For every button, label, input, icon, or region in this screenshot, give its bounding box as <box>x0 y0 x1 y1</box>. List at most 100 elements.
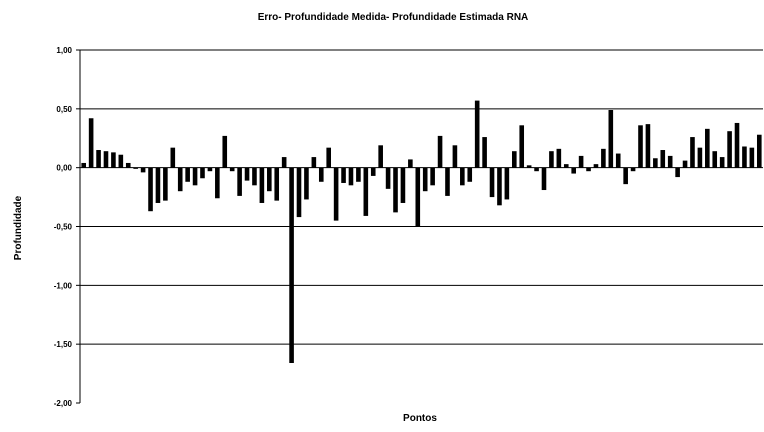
bar <box>311 157 317 168</box>
bar <box>756 134 762 168</box>
bar <box>415 167 421 227</box>
bar <box>430 167 435 186</box>
bar <box>727 131 732 168</box>
bar <box>393 167 398 213</box>
bar <box>370 167 376 176</box>
bar <box>400 167 406 203</box>
bar <box>259 167 265 203</box>
bar <box>534 167 539 172</box>
bar <box>563 164 569 168</box>
bar <box>660 150 666 168</box>
bar <box>125 162 131 168</box>
y-tick-label: 0,00 <box>56 164 72 173</box>
bar <box>222 135 228 168</box>
bar <box>185 167 190 182</box>
bar <box>215 167 220 199</box>
bar <box>615 153 621 168</box>
bar <box>274 167 280 201</box>
bar <box>749 147 755 168</box>
bar <box>252 167 257 186</box>
y-tick-label: -2,00 <box>54 399 73 408</box>
bar <box>88 118 94 168</box>
bar <box>348 167 354 186</box>
bar <box>482 137 487 168</box>
bar <box>341 167 346 183</box>
bar <box>623 167 628 185</box>
bar <box>244 167 250 181</box>
bar <box>608 110 614 168</box>
bar <box>81 162 87 168</box>
bar <box>690 137 695 168</box>
bar <box>742 146 747 168</box>
bars <box>81 100 762 363</box>
bar <box>304 167 309 200</box>
bar <box>408 159 413 168</box>
bar <box>578 155 584 168</box>
bar <box>489 167 495 198</box>
bar <box>638 125 643 168</box>
bar <box>645 124 651 168</box>
bar <box>296 167 302 218</box>
bar <box>111 152 116 168</box>
bar <box>474 100 480 168</box>
bar <box>682 160 688 168</box>
bar <box>526 165 532 168</box>
bar <box>705 128 710 168</box>
bar <box>267 167 272 192</box>
bar <box>719 157 725 168</box>
bar <box>653 158 658 168</box>
bar <box>586 167 591 172</box>
bar <box>556 148 562 168</box>
y-tick-label: 0,50 <box>56 105 72 114</box>
y-tick-label: -1,50 <box>54 340 73 349</box>
bar <box>697 147 703 168</box>
bar <box>445 167 450 196</box>
chart-title: Erro- Profundidade Medida- Profundidade … <box>258 12 529 23</box>
bar <box>103 151 109 168</box>
bar <box>326 147 331 168</box>
bar <box>289 167 294 363</box>
bar <box>96 150 101 168</box>
bar <box>712 151 718 168</box>
bar <box>460 167 465 186</box>
bar <box>200 167 205 179</box>
bar <box>148 167 153 212</box>
y-tick-label: -0,50 <box>54 223 73 232</box>
bar <box>118 154 124 168</box>
bar <box>177 167 183 192</box>
bar <box>734 122 740 168</box>
bar <box>163 167 168 201</box>
y-tick-label: -1,00 <box>54 281 73 290</box>
bar <box>363 167 369 216</box>
bar <box>237 167 242 196</box>
bar <box>281 157 287 168</box>
bar <box>630 167 636 172</box>
bar <box>497 167 502 206</box>
bar <box>155 167 161 203</box>
bar <box>192 167 198 186</box>
bar <box>549 151 554 168</box>
bar <box>504 167 510 200</box>
bar <box>571 167 576 174</box>
bar <box>452 145 458 168</box>
bar <box>229 167 235 172</box>
bar <box>378 145 383 168</box>
bar <box>140 167 146 173</box>
bar <box>467 167 473 182</box>
x-axis-label: Pontos <box>403 413 437 424</box>
bar <box>318 167 324 182</box>
bar <box>519 125 525 168</box>
bar <box>170 147 176 168</box>
bar <box>667 155 673 168</box>
y-axis-label: Profundidade <box>13 195 24 260</box>
bar <box>422 167 428 192</box>
bar <box>541 167 547 191</box>
bar <box>675 167 680 178</box>
y-axis-ticks: 1,00 0,50 0,00 -0,50 -1,00 -1,50 -2,00 <box>54 46 80 408</box>
gridlines <box>80 49 763 345</box>
bar <box>437 135 443 168</box>
y-tick-label: 1,00 <box>56 46 72 55</box>
bar <box>385 167 391 189</box>
